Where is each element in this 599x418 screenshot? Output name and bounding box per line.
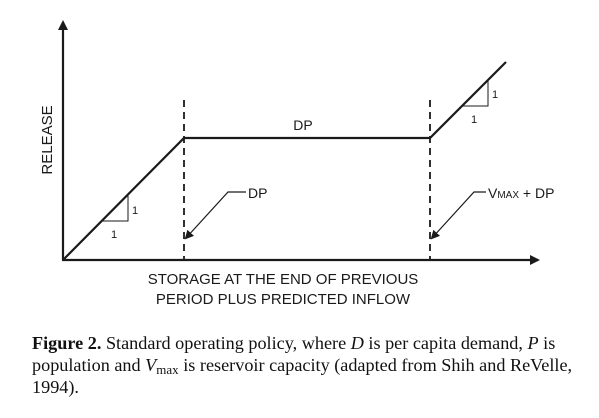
policy-curve (62, 61, 507, 261)
left-callout-leader (184, 191, 246, 240)
right-slope-run: 1 (471, 114, 477, 126)
figure-label: Figure 2. (32, 333, 102, 353)
right-callout-label: VMAX + DP (488, 185, 554, 201)
caption-text-4: is reservoir capacity (adapted from Shih… (32, 355, 573, 397)
caption-text-1: Standard operating policy, where (101, 333, 351, 353)
x-axis-label-line1: STORAGE AT THE END OF PREVIOUS (148, 271, 419, 288)
right-slope-triangle (462, 80, 489, 107)
left-slope-triangle (102, 195, 129, 222)
caption-text-2: is per capita demand, (363, 333, 528, 353)
left-slope-rise: 1 (132, 205, 138, 217)
operating-policy-diagram: RELEASE DP 1 1 1 1 DP VMAX + DP STORAGE … (39, 20, 554, 308)
caption-var-v: V (145, 355, 157, 375)
left-slope-run: 1 (111, 229, 117, 241)
right-slope-rise: 1 (492, 89, 498, 101)
x-axis-label-line2: PERIOD PLUS PREDICTED INFLOW (156, 291, 411, 308)
caption-var-d: D (350, 333, 364, 353)
caption-var-p: P (527, 333, 539, 353)
y-axis-label: RELEASE (39, 105, 56, 174)
left-callout-label: DP (248, 185, 267, 201)
right-callout-leader (430, 191, 486, 240)
plateau-label: DP (293, 117, 312, 133)
caption-text-3: is population and (32, 333, 556, 375)
caption-var-v-sub: max (156, 362, 179, 377)
figure-caption: Figure 2. Standard operating policy, whe… (32, 332, 592, 398)
